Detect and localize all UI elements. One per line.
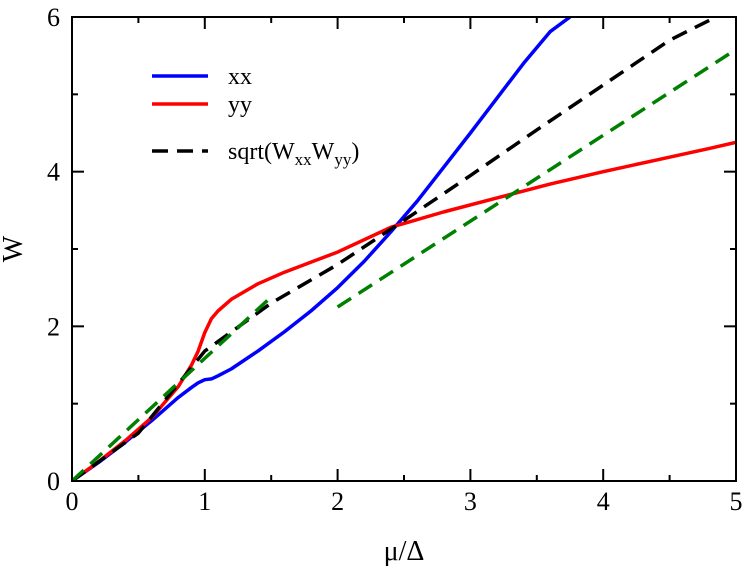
- x-tick-label: 4: [597, 487, 610, 516]
- legend-label-yy: yy: [228, 92, 252, 118]
- series-line-3: [72, 295, 273, 481]
- axis-ticks: [71, 16, 737, 482]
- x-tick-label: 0: [66, 487, 79, 516]
- series-line-1: [72, 140, 736, 481]
- x-axis-label: μ/Δ: [384, 536, 425, 567]
- y-tick-label: 2: [47, 312, 60, 341]
- x-tick-label: 5: [730, 487, 743, 516]
- x-tick-label: 2: [331, 487, 344, 516]
- y-tick-label: 4: [47, 158, 60, 187]
- plot-frame: [71, 16, 737, 482]
- legend-label-sqrt: sqrt(WxxWyy): [228, 139, 359, 169]
- x-tick-label: 1: [198, 487, 211, 516]
- legend-label-xx: xx: [228, 64, 252, 90]
- series-line-0: [72, 17, 572, 481]
- series-line-4: [336, 48, 736, 309]
- series-line-2: [72, 17, 717, 481]
- tick-labels: 0 1 2 3 4 5 0 2 4 6: [47, 3, 743, 516]
- y-tick-label: 6: [47, 3, 60, 32]
- legend: xx yy sqrt(WxxWyy): [152, 64, 359, 169]
- x-tick-label: 3: [464, 487, 477, 516]
- curves-layer: [72, 17, 736, 481]
- y-axis-label: W: [0, 235, 29, 262]
- y-tick-label: 0: [47, 467, 60, 496]
